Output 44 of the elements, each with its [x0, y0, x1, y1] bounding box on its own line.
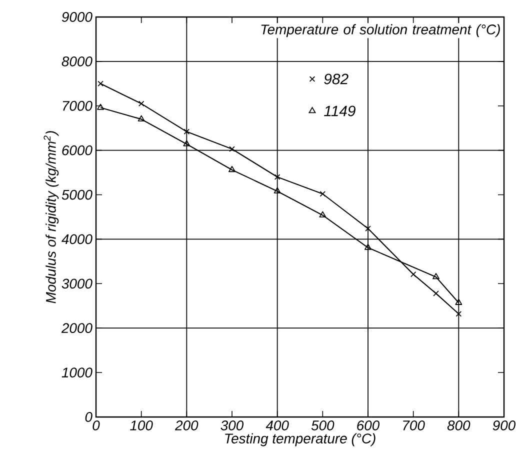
point: [410, 271, 416, 278]
point: [274, 187, 281, 194]
x-tick-label: 500: [311, 420, 334, 430]
point: [229, 146, 235, 152]
point: [433, 290, 439, 296]
y-tick-label: 5000: [62, 190, 92, 200]
x-tick-label: 0: [92, 420, 100, 430]
point: [365, 226, 371, 232]
x-axis-title: Testing temperature (°C): [225, 433, 376, 446]
y-tick-label: 6000: [62, 145, 92, 156]
legend-title: Temperature of solution treatment (°C): [261, 24, 500, 38]
y-tick-label: 9000: [62, 12, 92, 22]
x-tick-label: 600: [357, 420, 380, 430]
x-tick-label: 800: [447, 420, 470, 430]
point: [319, 211, 326, 218]
y-tick-label: 0: [85, 412, 92, 422]
point: [97, 104, 104, 110]
legend-label: 982: [324, 74, 348, 84]
y-axis-title: Modulus of rigidity (kg/mm$^{2}$): [44, 131, 59, 304]
point: [364, 244, 372, 250]
point: [274, 174, 280, 180]
point: [138, 115, 145, 122]
x-tick-label: 700: [403, 420, 425, 430]
y-tick-label: 2000: [61, 323, 92, 334]
y-tick-label: 3000: [62, 278, 92, 289]
point: [432, 273, 440, 280]
point: [228, 166, 236, 172]
point: [455, 298, 462, 305]
point: [456, 310, 462, 317]
point: [320, 190, 326, 197]
point: [98, 80, 104, 87]
x-tick-label: 200: [174, 420, 198, 430]
y-tick-label: 7000: [62, 100, 92, 111]
y-tick-label: 1000: [62, 368, 92, 378]
legend-label: 1149: [324, 106, 356, 116]
y-tick-label: 4000: [62, 234, 92, 244]
x-tick-label: 400: [266, 420, 289, 430]
x-tick-label: 300: [220, 420, 244, 430]
x-tick-label: 100: [130, 420, 153, 430]
x-tick-label: 900: [492, 420, 516, 430]
point: [138, 100, 144, 107]
point: [184, 128, 190, 135]
y-tick-label: 8000: [62, 56, 92, 66]
point: [183, 140, 190, 146]
